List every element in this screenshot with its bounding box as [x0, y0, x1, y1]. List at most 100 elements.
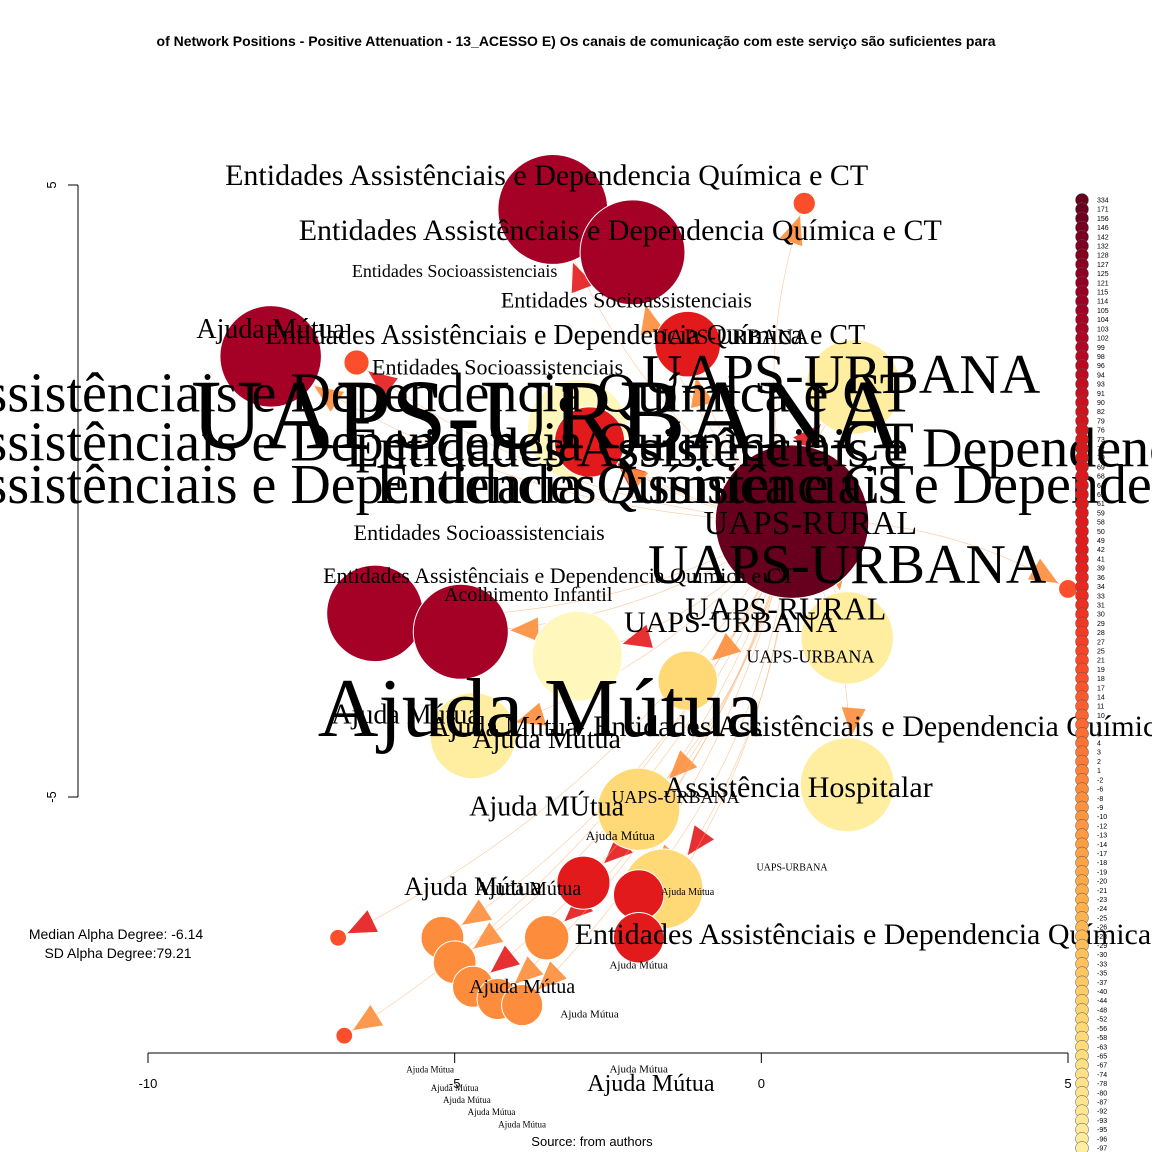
legend-value: -12	[1097, 823, 1107, 830]
legend-value: -25	[1097, 915, 1107, 922]
legend-value: -74	[1097, 1072, 1107, 1079]
node-label: Ajuda Mútua	[431, 1083, 479, 1093]
legend-value: 2	[1097, 759, 1101, 766]
node-label: UAPS-URBANA	[624, 606, 838, 639]
legend-value: -95	[1097, 1127, 1107, 1134]
legend-value: -18	[1097, 860, 1107, 867]
node-label: Entidades Assistênciais e Dependencia Qu…	[575, 918, 1152, 951]
legend-value: -67	[1097, 1063, 1107, 1070]
y-axis: 5 -5	[44, 181, 79, 803]
network-node	[335, 1026, 354, 1045]
legend-value: 34	[1097, 584, 1105, 591]
legend-value: 14	[1097, 695, 1105, 702]
network-node	[657, 650, 718, 711]
legend-value: 171	[1097, 207, 1109, 214]
node-label: Assistência Hospitalar	[664, 771, 933, 804]
legend-value: -28	[1097, 934, 1107, 941]
node-label: Ajuda Mútua	[472, 724, 621, 755]
legend-value: 41	[1097, 556, 1105, 563]
legend-value: -13	[1097, 833, 1107, 840]
legend-value: -2	[1097, 777, 1103, 784]
legend-value: -9	[1097, 805, 1103, 812]
legend-value: 156	[1097, 216, 1109, 223]
network-node	[1058, 579, 1078, 599]
edge-arrowhead	[347, 910, 378, 934]
node-label: Ajuda Mútua	[404, 872, 542, 901]
legend-value: 93	[1097, 382, 1105, 389]
legend-value: 30	[1097, 612, 1105, 619]
chart-title: of Network Positions - Positive Attenuat…	[157, 33, 996, 49]
legend-value: 79	[1097, 418, 1105, 425]
legend-value: 68	[1097, 474, 1105, 481]
node-label: UAPS-URBANA	[642, 344, 1041, 406]
legend-value: -58	[1097, 1035, 1107, 1042]
edge-arrowhead	[618, 464, 649, 492]
node-label: Entidades Assistênciais e Dependencia Qu…	[225, 159, 868, 192]
legend-value: 127	[1097, 262, 1109, 269]
legend-value: -44	[1097, 998, 1107, 1005]
legend-value: 3	[1097, 750, 1101, 757]
edge-arrowhead	[1027, 558, 1059, 584]
node-label: Entidades Assistênciais e Dependencia Qu…	[593, 710, 1152, 743]
color-legend: 3341711561461421321281271251211151141051…	[1075, 193, 1109, 1152]
legend-value: 39	[1097, 566, 1105, 573]
legend-value: -21	[1097, 888, 1107, 895]
edge-arrowhead	[622, 624, 653, 648]
x-tick-label: 0	[758, 1076, 765, 1091]
node-label: Ajuda Mútua	[560, 1008, 618, 1020]
legend-value: 99	[1097, 345, 1105, 352]
network-node	[412, 583, 509, 680]
legend-value: -35	[1097, 971, 1107, 978]
legend-value: -8	[1097, 796, 1103, 803]
legend-value: -48	[1097, 1007, 1107, 1014]
legend-value: 69	[1097, 464, 1105, 471]
network-node	[219, 305, 322, 408]
edge-arrowhead	[640, 305, 665, 336]
legend-value: 49	[1097, 538, 1105, 545]
legend-value: -17	[1097, 851, 1107, 858]
node-label: Entidades Assistênciais e Dependencia Qu…	[0, 454, 914, 516]
node-label: Entidades Assistênciais e Dependencia Qu…	[0, 362, 914, 424]
node-label: UAPS-RURAL	[685, 591, 886, 627]
legend-value: 102	[1097, 336, 1109, 343]
legend-value: 18	[1097, 676, 1105, 683]
legend-value: 115	[1097, 290, 1108, 297]
median-alpha-degree: Median Alpha Degree: -6.14	[29, 926, 204, 942]
node-label: UAPS-URBANA	[652, 324, 809, 349]
network-node	[805, 339, 902, 435]
node-label: Ajuda Mútua	[429, 712, 578, 743]
legend-value: 21	[1097, 658, 1105, 665]
edge-arrowhead	[793, 424, 821, 454]
edge-arrowhead	[711, 633, 742, 661]
edge-arrowhead	[687, 825, 714, 855]
legend-value: 4	[1097, 741, 1101, 748]
legend-value: 90	[1097, 400, 1105, 407]
node-label: Entidades Assistênciais e Dependencia Qu…	[345, 418, 1152, 480]
legend-value: 94	[1097, 372, 1105, 379]
legend-value: 50	[1097, 529, 1105, 536]
edge-arrowhead	[538, 961, 567, 990]
node-label: Entidades Socioassistenciais	[501, 287, 752, 312]
legend-swatch	[1075, 1141, 1089, 1152]
legend-value: -40	[1097, 989, 1107, 996]
node-label: Ajuda MÚtua	[469, 791, 624, 822]
network-node	[343, 349, 370, 376]
legend-value: 82	[1097, 409, 1105, 416]
node-label: Ajuda Mútua	[196, 314, 345, 345]
node-label: Ajuda Mútua	[331, 700, 480, 731]
legend-value: -10	[1097, 814, 1107, 821]
legend-value: 25	[1097, 648, 1105, 655]
x-axis: -10 -5 0 5	[139, 1052, 1072, 1091]
edge-arrowhead	[353, 1005, 384, 1031]
legend-value: -6	[1097, 787, 1103, 794]
legend-value: 1	[1097, 768, 1101, 775]
legend-value: 19	[1097, 667, 1105, 674]
edge-arrowhead	[461, 899, 492, 925]
network-node	[799, 737, 895, 833]
node-label: Ajuda Mútua	[609, 959, 667, 971]
legend-value: 36	[1097, 575, 1105, 582]
node-label: Ajuda Mútua	[586, 828, 655, 843]
legend-value: 64	[1097, 483, 1105, 490]
source-caption: Source: from authors	[531, 1134, 653, 1149]
legend-value: 11	[1097, 704, 1104, 711]
